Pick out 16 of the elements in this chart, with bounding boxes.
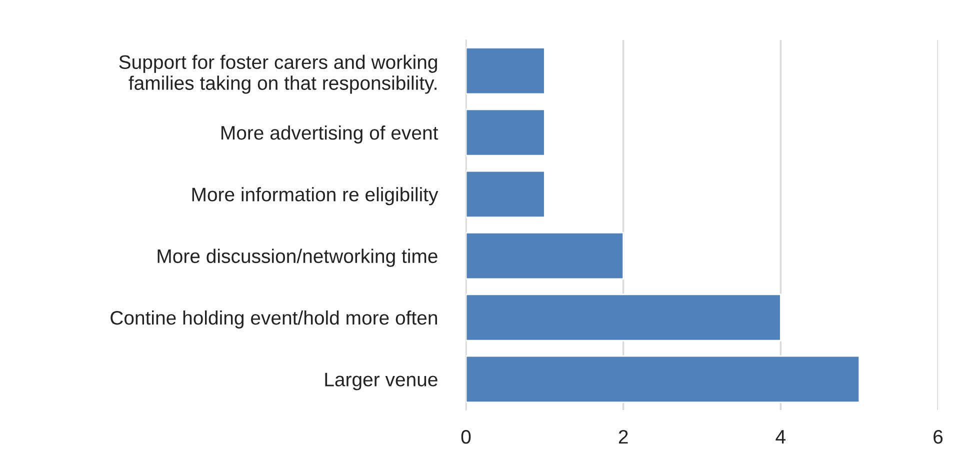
y-tick-label: Contine holding event/hold more often: [110, 310, 437, 329]
bar: [466, 108, 546, 156]
bar: [466, 355, 860, 403]
y-tick-label: Support for foster carers and working families taking on that responsibility.: [119, 54, 437, 94]
x-tick-label: 2: [618, 430, 628, 444]
y-tick-label: More information re eligibility: [192, 187, 438, 206]
y-tick-label: More advertising of event: [222, 125, 438, 144]
bar: [466, 232, 624, 280]
x-tick-label: 0: [461, 430, 471, 444]
y-tick-label: More discussion/networking time: [158, 248, 438, 267]
x-tick-label: 4: [776, 430, 786, 444]
bar: [466, 294, 782, 342]
bar: [466, 170, 546, 218]
x-tick-label: 6: [934, 430, 943, 444]
y-tick-label: Larger venue: [325, 372, 438, 390]
bar: [466, 47, 546, 95]
